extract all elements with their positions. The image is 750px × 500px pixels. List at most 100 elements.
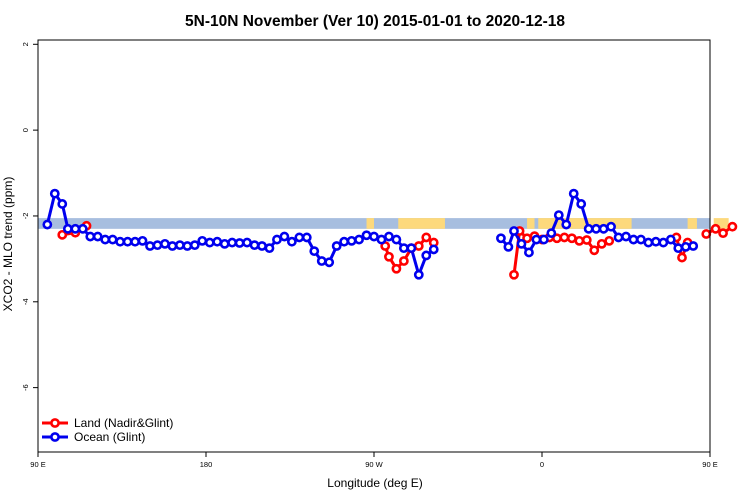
land-band-4 [538, 218, 632, 229]
land-data-point [398, 256, 409, 266]
land-band-6 [713, 218, 729, 229]
ocean-data-point [568, 188, 579, 199]
ocean-data-point [92, 231, 103, 242]
ocean-data-point [658, 237, 669, 248]
series-layer [42, 188, 738, 280]
ocean-data-point [369, 231, 379, 242]
ocean-data-point [391, 234, 402, 245]
land-legend-label: Land (Nadir&Glint) [74, 416, 173, 430]
y-tick-label: 2 [21, 42, 30, 46]
ocean-data-point [665, 234, 676, 245]
x-tick-label: 90 W [365, 460, 383, 469]
land-legend-marker [50, 418, 60, 428]
ocean-data-point [309, 246, 320, 257]
ocean-data-point [531, 234, 542, 245]
land-data-point [574, 235, 585, 246]
land-data-point [566, 233, 577, 244]
x-tick-label: 90 E [30, 460, 45, 469]
ocean-data-point [272, 234, 282, 245]
ocean-data-point [331, 241, 342, 251]
ocean-data-point [204, 237, 215, 248]
land-data-point [559, 232, 570, 243]
x-tick-label: 90 E [702, 460, 717, 469]
ocean-data-point [189, 240, 200, 251]
ocean-data-point [546, 228, 557, 239]
ocean-data-point [264, 243, 275, 254]
ocean-data-point [628, 234, 639, 245]
ocean-data-point [621, 231, 631, 242]
ocean-data-point [182, 241, 193, 251]
ocean-data-point [406, 243, 417, 254]
x-tick-label: 180 [200, 460, 213, 469]
ocean-data-point [160, 238, 170, 249]
ocean-data-point [598, 223, 609, 234]
ocean-data-point [384, 231, 394, 242]
ocean-data-point [301, 232, 312, 243]
land-data-point [421, 232, 432, 243]
ocean-data-point [145, 241, 155, 251]
ocean-data-point [376, 234, 387, 245]
y-tick-label: -4 [21, 298, 30, 305]
ocean-data-point [137, 235, 148, 246]
ocean-legend-marker [50, 432, 60, 442]
ocean-data-point [85, 231, 96, 242]
y-tick-label: 0 [21, 128, 30, 132]
ocean-data-point [107, 234, 118, 245]
ocean-data-point [42, 219, 53, 230]
land-data-point [581, 235, 592, 245]
ocean-data-point [339, 236, 350, 247]
ocean-data-point [561, 219, 572, 230]
ocean-data-point [650, 236, 661, 247]
land-data-point [391, 263, 402, 274]
ocean-data-point [524, 247, 534, 258]
y-axis-label: XCO2 - MLO trend (ppm) [1, 177, 15, 312]
ocean-data-point [606, 221, 616, 232]
ocean-data-point [286, 236, 297, 247]
y-tick-label: -2 [21, 213, 30, 220]
legend: Land (Nadir&Glint)Ocean (Glint) [42, 416, 173, 444]
land-band-5 [687, 218, 697, 229]
ocean-data-point [576, 199, 587, 209]
ocean-data-point [279, 231, 290, 242]
land-band-3 [527, 218, 535, 229]
land-data-point [509, 269, 519, 280]
ocean-data-point [503, 241, 514, 252]
ocean-data-point [413, 269, 424, 280]
ocean-data-point [316, 256, 327, 266]
y-axis: -6 -4 -2 0 2 [21, 42, 38, 391]
ocean-data-point [152, 240, 163, 251]
ocean-data-point [70, 223, 81, 234]
ocean-data-point [509, 226, 519, 236]
land-data-point [710, 223, 721, 234]
ocean-data-point [428, 244, 439, 255]
ocean-data-point [167, 241, 178, 251]
land-data-point [701, 229, 712, 239]
ocean-data-point [538, 234, 549, 245]
ocean-data-point [361, 230, 372, 241]
plot-frame [37, 39, 711, 453]
ocean-data-point [115, 236, 126, 247]
ocean-data-point [673, 243, 684, 254]
land-band-1 [366, 218, 374, 229]
ocean-data-point [257, 241, 267, 251]
ocean-data-point [212, 236, 223, 247]
land-data-point [596, 238, 607, 249]
chart-title: 5N-10N November (Ver 10) 2015-01-01 to 2… [185, 13, 565, 30]
x-tick-label: 0 [540, 460, 544, 469]
land-data-point [589, 245, 600, 256]
ocean-data-point [346, 235, 357, 246]
ocean-data-point [57, 199, 68, 209]
ocean-legend-label: Ocean (Glint) [74, 430, 145, 444]
ocean-data-point [227, 237, 238, 248]
ocean-data-point [516, 238, 527, 249]
ocean-data-point [636, 234, 646, 245]
ocean-data-point [219, 238, 230, 249]
y-tick-label: -6 [21, 384, 30, 391]
ocean-data-point [643, 237, 654, 248]
ocean-data-point [354, 234, 364, 245]
land-data-point [677, 252, 687, 263]
surface-band [38, 218, 729, 229]
ocean-data-point [122, 236, 133, 247]
x-axis: 90 E 180 90 W 0 90 E [30, 452, 718, 469]
